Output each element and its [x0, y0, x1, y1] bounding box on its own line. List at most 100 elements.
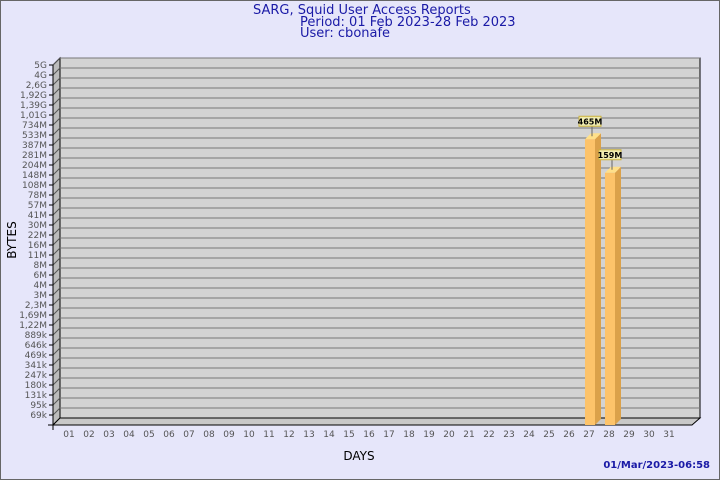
y-tick-label: 889k — [25, 331, 48, 341]
grid-line-side — [52, 117, 61, 126]
y-tick-label: 41M — [28, 211, 47, 221]
y-tick-label: 281M — [22, 151, 47, 161]
y-tick-label: 11M — [28, 251, 47, 261]
y-tick-label: 108M — [22, 181, 47, 191]
data-label: 465M — [578, 117, 603, 126]
x-tick-label: 05 — [143, 430, 154, 440]
grid-line-side — [52, 157, 61, 166]
x-tick-label: 09 — [223, 430, 235, 440]
grid-line-side — [52, 337, 61, 346]
x-tick-label: 24 — [523, 430, 535, 440]
bar-day-28 — [605, 172, 615, 425]
data-label-box — [578, 115, 602, 127]
x-tick-label: 15 — [343, 430, 354, 440]
grid-line-side — [52, 317, 61, 326]
grid-line-side — [52, 357, 61, 366]
x-tick-label: 18 — [403, 430, 415, 440]
grid-line-side — [52, 387, 61, 396]
generated-timestamp: 01/Mar/2023-06:58 — [603, 460, 710, 471]
x-tick-label: 03 — [103, 430, 114, 440]
x-tick-label: 04 — [123, 430, 135, 440]
y-tick-label: 1,69M — [19, 311, 47, 321]
y-tick-label: 8M — [34, 261, 48, 271]
grid-line-side — [52, 127, 61, 136]
grid-line-side — [52, 297, 61, 306]
grid-line-side — [52, 237, 61, 246]
y-tick-label: 247k — [25, 371, 48, 381]
grid-line-side — [52, 107, 61, 116]
grid-line-side — [52, 347, 61, 356]
grid-line-side — [52, 267, 61, 276]
x-tick-label: 31 — [663, 430, 674, 440]
bar-side-day-28 — [615, 166, 621, 425]
y-tick-label: 1,22M — [19, 321, 47, 331]
x-tick-label: 22 — [483, 430, 494, 440]
y-tick-label: 95k — [30, 401, 47, 411]
y-tick-label: 22M — [28, 231, 47, 241]
grid-line-side — [52, 407, 61, 416]
bar-top-day-27 — [585, 133, 601, 140]
x-tick-label: 10 — [243, 430, 255, 440]
y-tick-label: 16M — [28, 241, 47, 251]
grid-line-side — [52, 77, 61, 86]
grid-line-side — [52, 177, 61, 186]
y-tick-label: 2,3M — [25, 301, 47, 311]
grid-line-side — [52, 247, 61, 256]
grid-line-side — [52, 257, 61, 266]
x-tick-label: 21 — [463, 430, 474, 440]
grid-line-side — [52, 97, 61, 106]
grid-line-side — [52, 367, 61, 376]
chart-user: User: cbonafe — [300, 26, 391, 41]
y-tick-label: 734M — [22, 121, 47, 131]
y-tick-label: 646k — [25, 341, 48, 351]
x-tick-label: 02 — [83, 430, 94, 440]
y-tick-label: 4M — [34, 281, 48, 291]
y-tick-label: 469k — [25, 351, 48, 361]
x-tick-label: 23 — [503, 430, 514, 440]
x-tick-label: 20 — [443, 430, 455, 440]
x-tick-label: 25 — [543, 430, 554, 440]
grid-line-side — [52, 327, 61, 336]
grid-line-side — [52, 187, 61, 196]
grid-line-side — [52, 207, 61, 216]
grid-line-side — [52, 67, 61, 76]
y-tick-label: 204M — [22, 161, 47, 171]
data-label: 159M — [598, 151, 623, 160]
floor — [51, 417, 702, 426]
grid-line-side — [52, 197, 61, 206]
y-tick-label: 1,92G — [20, 91, 47, 101]
y-tick-label: 78M — [28, 191, 47, 201]
data-label-box — [598, 149, 622, 161]
x-tick-label: 08 — [203, 430, 215, 440]
y-tick-label: 6M — [34, 271, 48, 281]
grid-line-side — [52, 287, 61, 296]
x-tick-label: 16 — [363, 430, 375, 440]
y-tick-label: 533M — [22, 131, 47, 141]
grid-line-side — [52, 397, 61, 406]
grid-line-side — [52, 147, 61, 156]
x-tick-label: 07 — [183, 430, 194, 440]
chart-title: SARG, Squid User Access Reports — [253, 3, 471, 18]
y-tick-label: 4G — [34, 71, 47, 81]
x-tick-label: 26 — [563, 430, 575, 440]
x-tick-label: 14 — [323, 430, 335, 440]
bar-day-27 — [585, 139, 595, 425]
x-tick-label: 11 — [263, 430, 274, 440]
x-tick-label: 19 — [423, 430, 435, 440]
y-tick-label: 180k — [25, 381, 48, 391]
y-tick-label: 148M — [22, 171, 47, 181]
grid-line-side — [52, 277, 61, 286]
chart-period: Period: 01 Feb 2023-28 Feb 2023 — [300, 15, 516, 30]
y-tick-label: 387M — [22, 141, 47, 151]
grid-line-side — [52, 377, 61, 386]
x-tick-label: 28 — [603, 430, 615, 440]
grid-line-side — [52, 227, 61, 236]
y-tick-label: 1,01G — [20, 111, 47, 121]
y-tick-label: 5G — [34, 61, 47, 71]
y-tick-label: 341k — [25, 361, 48, 371]
y-tick-label: 30M — [28, 221, 47, 231]
y-tick-label: 57M — [28, 201, 47, 211]
x-tick-label: 06 — [163, 430, 175, 440]
y-tick-label: 1,39G — [20, 101, 47, 111]
